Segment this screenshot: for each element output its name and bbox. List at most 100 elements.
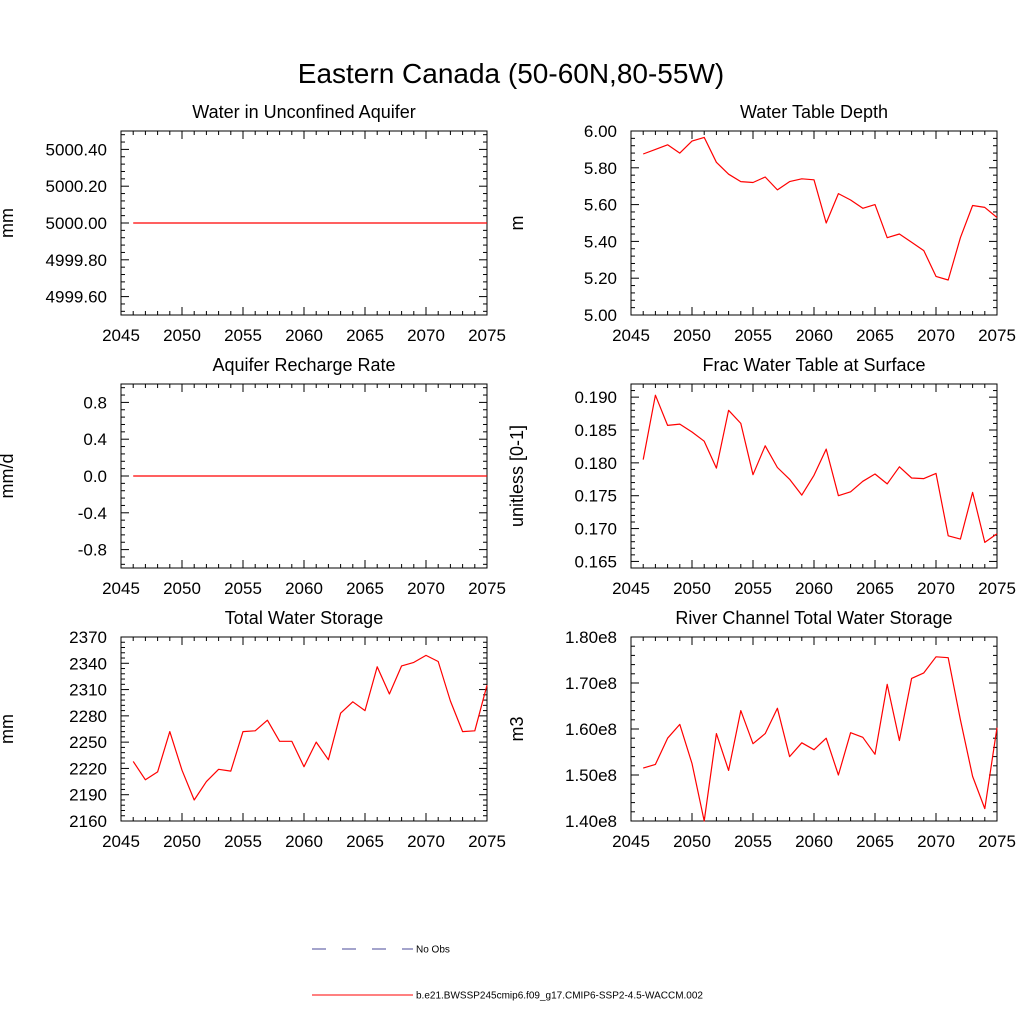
y-tick-label: 2220 xyxy=(69,759,107,778)
x-tick-label: 2060 xyxy=(285,579,323,598)
x-tick-label: 2050 xyxy=(673,326,711,345)
series-line xyxy=(132,654,488,801)
x-tick-label: 2075 xyxy=(468,579,506,598)
x-tick-label: 2070 xyxy=(407,832,445,851)
y-tick-label: 1.50e8 xyxy=(565,766,617,785)
y-tick-label: 0.175 xyxy=(574,487,617,506)
panels: Water in Unconfined Aquifer mm 2045 2050 205… xyxy=(0,102,1016,851)
series-line xyxy=(642,394,998,544)
chart-panel: Water in Unconfined Aquifer mm 2045 2050 205… xyxy=(0,102,506,345)
x-tick-label: 2075 xyxy=(978,326,1016,345)
y-tick-label: -0.4 xyxy=(78,504,107,523)
y-tick-label: 2250 xyxy=(69,733,107,752)
x-tick-label: 2045 xyxy=(612,832,650,851)
series-line xyxy=(643,656,998,822)
x-tick-label: 2060 xyxy=(795,832,833,851)
legend: No Obs b.e21.BWSSP245cmip6.f09_g17.CMIP6-… xyxy=(312,945,703,1002)
y-tick-label: 1.60e8 xyxy=(565,720,617,739)
y-tick-label: 2280 xyxy=(69,707,107,726)
x-tick-label: 2045 xyxy=(102,832,140,851)
x-tick-label: 2055 xyxy=(224,579,262,598)
x-tick-label: 2045 xyxy=(612,579,650,598)
x-tick-label: 2075 xyxy=(978,579,1016,598)
y-tick-label: 0.165 xyxy=(574,552,617,571)
x-tick-label: 2055 xyxy=(734,579,772,598)
y-axis-label: mm/d xyxy=(0,454,17,499)
x-tick-label: 2050 xyxy=(673,579,711,598)
y-tick-label: 0.190 xyxy=(574,388,617,407)
y-axis-label: unitless [0-1] xyxy=(507,425,527,527)
x-tick-label: 2075 xyxy=(978,832,1016,851)
plot-frame xyxy=(630,130,998,316)
x-tick-label: 2070 xyxy=(917,326,955,345)
chart-panel: Total Water Storage mm 2045 2050 2055 2060 206… xyxy=(0,608,506,851)
x-tick-label: 2065 xyxy=(346,579,384,598)
x-tick-label: 2070 xyxy=(407,579,445,598)
x-tick-label: 2065 xyxy=(346,326,384,345)
panel-title: Total Water Storage xyxy=(225,608,383,628)
x-tick-label: 2055 xyxy=(224,832,262,851)
x-tick-label: 2055 xyxy=(734,832,772,851)
x-tick-label: 2065 xyxy=(856,832,894,851)
chart-panel: River Channel Total Water Storage m3 2045 2… xyxy=(507,608,1016,851)
y-axis-label: m3 xyxy=(507,716,527,741)
y-tick-label: 5.20 xyxy=(584,269,617,288)
plot-frame xyxy=(630,636,998,822)
y-tick-label: 2370 xyxy=(69,628,107,647)
y-tick-label: 5000.40 xyxy=(46,140,107,159)
series-line xyxy=(642,136,998,281)
x-tick-label: 2060 xyxy=(795,326,833,345)
y-tick-label: 5000.20 xyxy=(46,177,107,196)
y-tick-label: 0.185 xyxy=(574,421,617,440)
y-tick-label: 0.8 xyxy=(83,393,107,412)
y-tick-label: 1.70e8 xyxy=(565,674,617,693)
x-tick-label: 2065 xyxy=(856,326,894,345)
legend-label: b.e21.BWSSP245cmip6.f09_g17.CMIP6-SSP2-4… xyxy=(416,991,703,1002)
y-tick-label: 1.40e8 xyxy=(565,812,617,831)
y-tick-label: 0.170 xyxy=(574,520,617,539)
y-tick-label: 0.4 xyxy=(83,430,107,449)
y-tick-label: 2310 xyxy=(69,681,107,700)
panel-title: River Channel Total Water Storage xyxy=(675,608,952,628)
y-tick-label: 1.80e8 xyxy=(565,628,617,647)
x-tick-label: 2060 xyxy=(285,832,323,851)
x-tick-label: 2065 xyxy=(346,832,384,851)
y-tick-label: 2340 xyxy=(69,654,107,673)
x-tick-label: 2050 xyxy=(163,579,201,598)
x-tick-label: 2045 xyxy=(102,326,140,345)
y-tick-label: 5.40 xyxy=(584,232,617,251)
panel-title: Water Table Depth xyxy=(740,102,888,122)
x-tick-label: 2060 xyxy=(285,326,323,345)
x-tick-label: 2070 xyxy=(917,832,955,851)
figure-title: Eastern Canada (50-60N,80-55W) xyxy=(298,58,724,89)
y-tick-label: 0.180 xyxy=(574,454,617,473)
y-axis-label: mm xyxy=(0,714,17,744)
x-tick-label: 2075 xyxy=(468,326,506,345)
y-tick-label: 5.80 xyxy=(584,159,617,178)
y-tick-label: 4999.60 xyxy=(46,288,107,307)
panel-title: Frac Water Table at Surface xyxy=(702,355,925,375)
x-tick-label: 2070 xyxy=(917,579,955,598)
x-tick-label: 2055 xyxy=(224,326,262,345)
y-tick-label: 6.00 xyxy=(584,122,617,141)
y-tick-label: 5.00 xyxy=(584,306,617,325)
y-tick-label: 2160 xyxy=(69,812,107,831)
y-tick-label: 2190 xyxy=(69,786,107,805)
x-tick-label: 2070 xyxy=(407,326,445,345)
y-tick-label: 0.0 xyxy=(83,467,107,486)
chart-panel: Water Table Depth m 2045 2050 2055 2060 2065 20… xyxy=(507,102,1016,345)
y-tick-label: 5000.00 xyxy=(46,214,107,233)
x-tick-label: 2065 xyxy=(856,579,894,598)
y-axis-label: m xyxy=(507,216,527,231)
y-tick-label: 4999.80 xyxy=(46,251,107,270)
y-axis-label: mm xyxy=(0,208,17,238)
x-tick-label: 2050 xyxy=(163,326,201,345)
chart-panel: Aquifer Recharge Rate mm/d 2045 2050 2055 206… xyxy=(0,355,506,598)
x-tick-label: 2055 xyxy=(734,326,772,345)
y-tick-label: -0.8 xyxy=(78,541,107,560)
x-tick-label: 2045 xyxy=(102,579,140,598)
y-tick-label: 5.60 xyxy=(584,196,617,215)
x-tick-label: 2050 xyxy=(163,832,201,851)
chart-panel: Frac Water Table at Surface unitless [0-1… xyxy=(507,355,1016,598)
